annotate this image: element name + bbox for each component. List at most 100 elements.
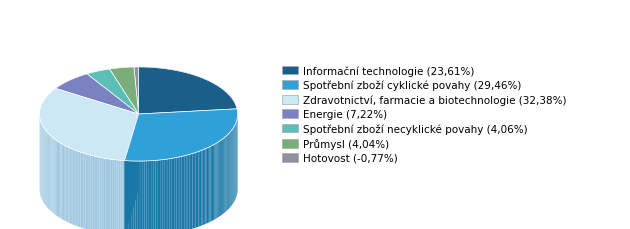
Polygon shape bbox=[64, 145, 66, 221]
Polygon shape bbox=[191, 154, 193, 229]
Polygon shape bbox=[60, 143, 62, 219]
Polygon shape bbox=[185, 155, 186, 229]
Polygon shape bbox=[68, 147, 70, 223]
Polygon shape bbox=[67, 147, 68, 222]
Polygon shape bbox=[183, 156, 185, 229]
Polygon shape bbox=[205, 148, 207, 224]
Polygon shape bbox=[210, 146, 212, 222]
Polygon shape bbox=[115, 160, 117, 229]
Polygon shape bbox=[204, 149, 205, 225]
Polygon shape bbox=[202, 150, 203, 226]
Polygon shape bbox=[87, 70, 139, 114]
Polygon shape bbox=[222, 139, 223, 215]
Polygon shape bbox=[139, 161, 141, 229]
Polygon shape bbox=[218, 142, 219, 218]
Polygon shape bbox=[111, 159, 113, 229]
Polygon shape bbox=[82, 153, 84, 229]
Polygon shape bbox=[134, 161, 135, 229]
Polygon shape bbox=[130, 161, 132, 229]
Polygon shape bbox=[66, 146, 67, 222]
Polygon shape bbox=[190, 154, 191, 229]
Polygon shape bbox=[225, 137, 226, 213]
Polygon shape bbox=[194, 153, 195, 228]
Polygon shape bbox=[139, 68, 237, 114]
Polygon shape bbox=[109, 159, 111, 229]
Polygon shape bbox=[139, 68, 237, 114]
Polygon shape bbox=[93, 156, 94, 229]
Polygon shape bbox=[63, 145, 64, 220]
Polygon shape bbox=[166, 159, 168, 229]
Polygon shape bbox=[175, 158, 176, 229]
Polygon shape bbox=[168, 159, 169, 229]
Polygon shape bbox=[176, 158, 178, 229]
Polygon shape bbox=[209, 147, 210, 222]
Polygon shape bbox=[203, 150, 204, 225]
Polygon shape bbox=[135, 161, 137, 229]
Polygon shape bbox=[55, 74, 139, 114]
Polygon shape bbox=[70, 148, 71, 224]
Polygon shape bbox=[207, 148, 208, 224]
Polygon shape bbox=[228, 134, 229, 210]
Polygon shape bbox=[86, 154, 87, 229]
Polygon shape bbox=[40, 89, 139, 161]
Polygon shape bbox=[164, 160, 166, 229]
Polygon shape bbox=[188, 155, 190, 229]
Polygon shape bbox=[127, 161, 128, 229]
Polygon shape bbox=[125, 114, 139, 229]
Polygon shape bbox=[96, 157, 98, 229]
Polygon shape bbox=[146, 161, 148, 229]
Polygon shape bbox=[59, 142, 60, 218]
Polygon shape bbox=[156, 161, 158, 229]
Polygon shape bbox=[134, 68, 139, 114]
Polygon shape bbox=[72, 150, 74, 225]
Polygon shape bbox=[103, 158, 105, 229]
Polygon shape bbox=[148, 161, 150, 229]
Polygon shape bbox=[193, 153, 194, 229]
Polygon shape bbox=[79, 152, 81, 227]
Legend: Informační technologie (23,61%), Spotřební zboží cyklické povahy (29,46%), Zdrav: Informační technologie (23,61%), Spotřeb… bbox=[282, 66, 567, 163]
Polygon shape bbox=[55, 74, 139, 114]
Polygon shape bbox=[84, 153, 86, 229]
Polygon shape bbox=[154, 161, 156, 229]
Polygon shape bbox=[125, 161, 127, 229]
Polygon shape bbox=[50, 136, 52, 212]
Polygon shape bbox=[158, 160, 159, 229]
Polygon shape bbox=[215, 143, 217, 219]
Polygon shape bbox=[125, 114, 139, 229]
Polygon shape bbox=[226, 135, 227, 211]
Polygon shape bbox=[125, 109, 238, 161]
Polygon shape bbox=[181, 156, 183, 229]
Polygon shape bbox=[197, 152, 198, 227]
Polygon shape bbox=[74, 150, 76, 226]
Polygon shape bbox=[49, 134, 50, 210]
Polygon shape bbox=[143, 161, 144, 229]
Polygon shape bbox=[46, 131, 47, 207]
Polygon shape bbox=[163, 160, 164, 229]
Polygon shape bbox=[144, 161, 146, 229]
Polygon shape bbox=[89, 155, 91, 229]
Polygon shape bbox=[173, 158, 175, 229]
Polygon shape bbox=[76, 151, 77, 226]
Polygon shape bbox=[195, 152, 197, 228]
Polygon shape bbox=[221, 140, 222, 215]
Polygon shape bbox=[45, 130, 46, 206]
Polygon shape bbox=[91, 155, 93, 229]
Polygon shape bbox=[105, 159, 107, 229]
Polygon shape bbox=[94, 156, 96, 229]
Polygon shape bbox=[231, 131, 232, 206]
Polygon shape bbox=[58, 142, 59, 217]
Polygon shape bbox=[152, 161, 154, 229]
Polygon shape bbox=[208, 147, 209, 223]
Polygon shape bbox=[62, 144, 63, 220]
Polygon shape bbox=[47, 133, 48, 208]
Polygon shape bbox=[150, 161, 152, 229]
Polygon shape bbox=[120, 161, 123, 229]
Polygon shape bbox=[161, 160, 163, 229]
Polygon shape bbox=[125, 109, 238, 161]
Polygon shape bbox=[57, 141, 58, 217]
Polygon shape bbox=[128, 161, 130, 229]
Polygon shape bbox=[214, 144, 215, 220]
Polygon shape bbox=[55, 140, 57, 216]
Polygon shape bbox=[117, 160, 118, 229]
Polygon shape bbox=[159, 160, 161, 229]
